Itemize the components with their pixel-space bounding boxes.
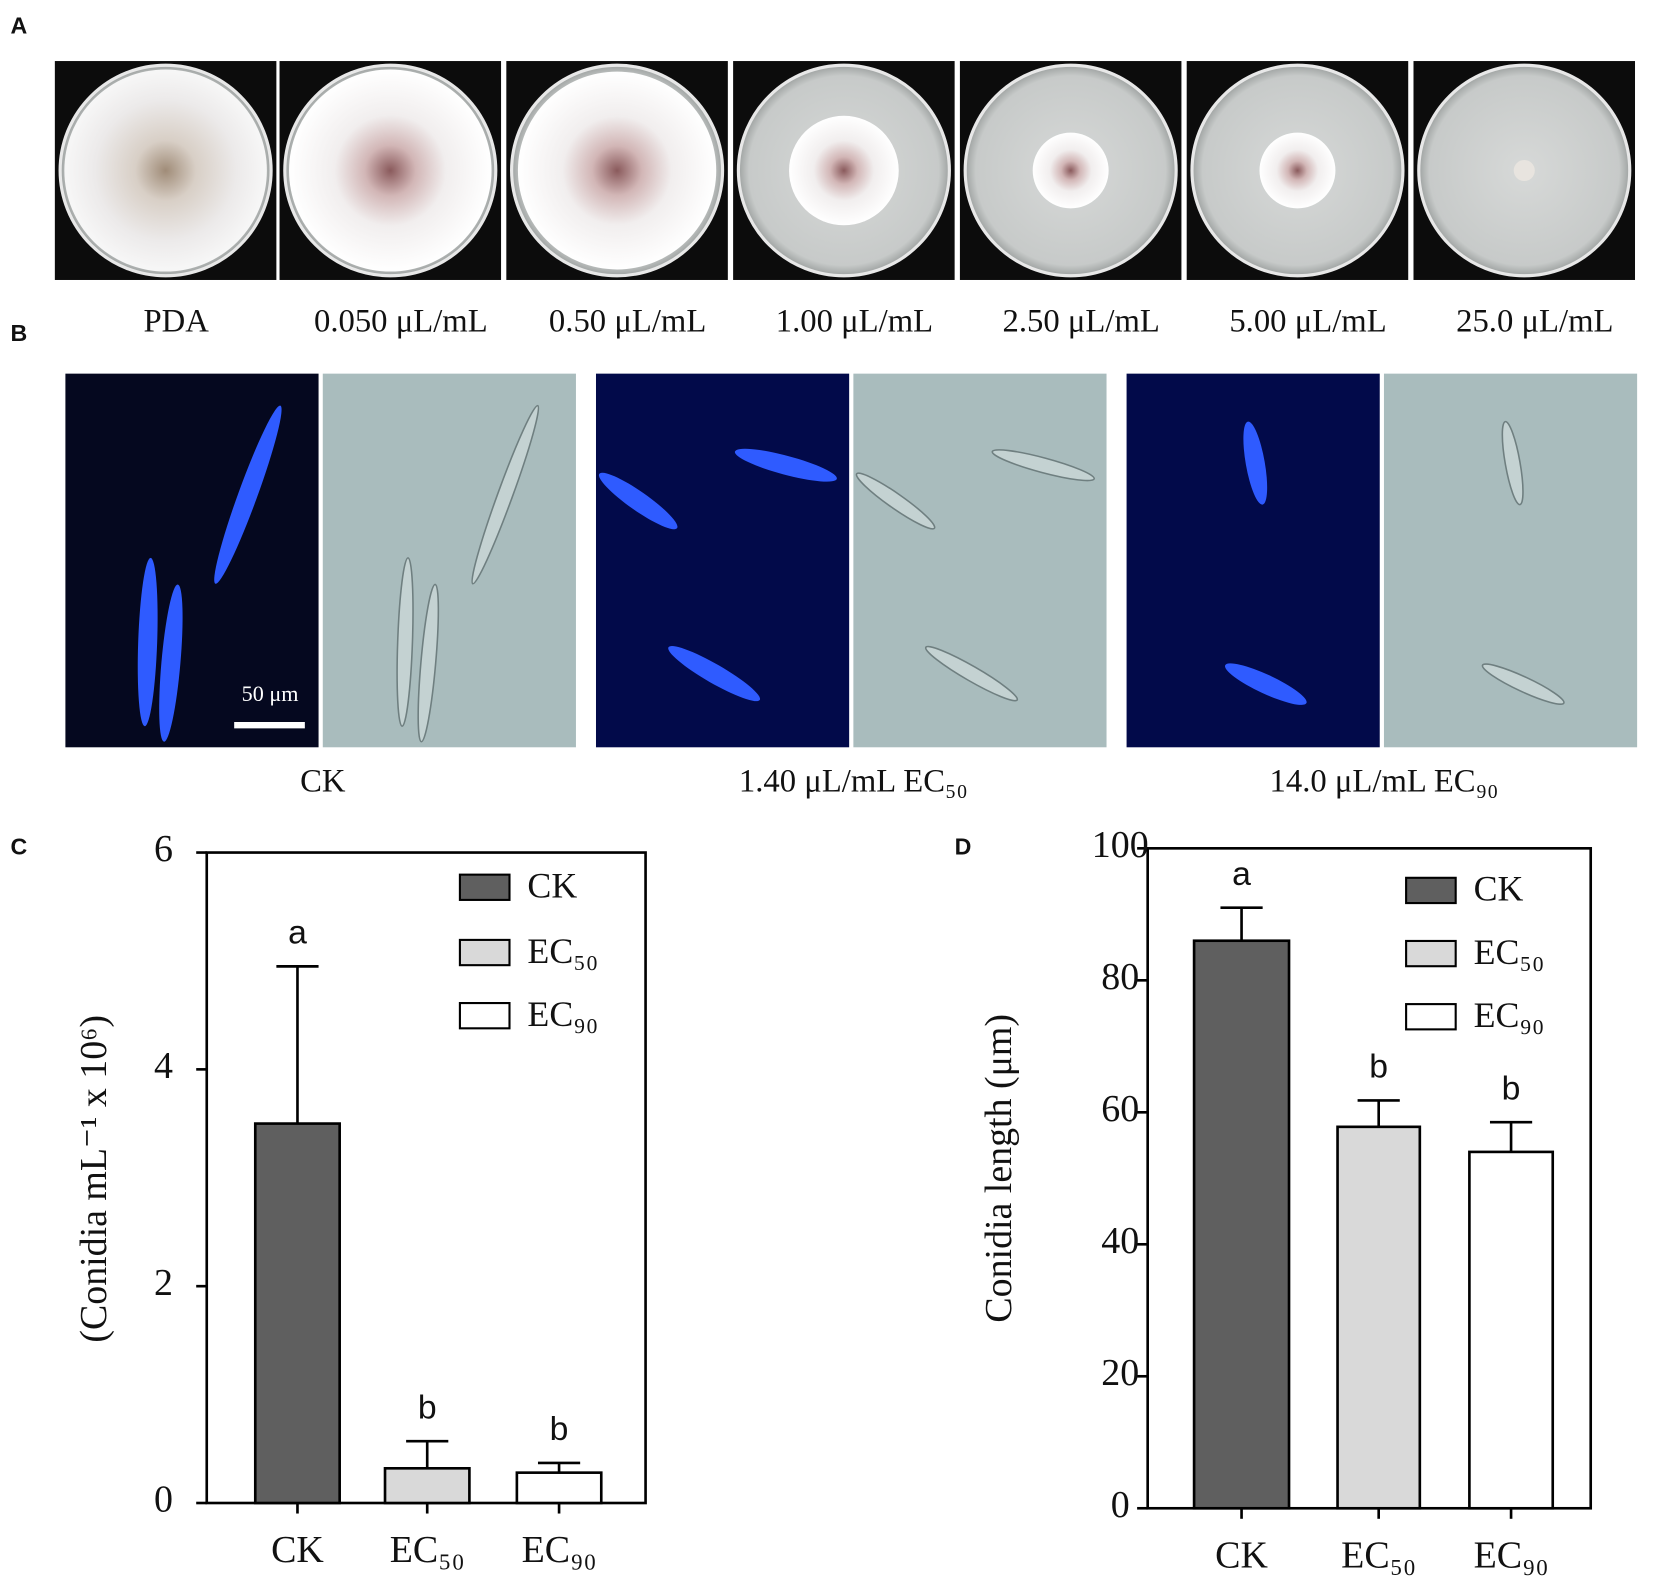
y-tick-label: 100 bbox=[1092, 824, 1149, 866]
panel-a: PDA 0.050 μL/mL 0.50 μL/mL 1.00 μL/mL 2.50 μ… bbox=[54, 61, 1636, 340]
dish-label: PDA bbox=[143, 304, 209, 340]
y-tick-label: 20 bbox=[1101, 1352, 1139, 1394]
x-tick-label: EC₅₀ bbox=[1341, 1535, 1416, 1577]
legend-label: EC₅₀ bbox=[1474, 932, 1545, 972]
y-tick-label: 80 bbox=[1101, 956, 1139, 998]
conidium bbox=[471, 404, 540, 585]
legend-label: CK bbox=[527, 866, 577, 906]
dish-label: 0.050 μL/mL bbox=[314, 304, 488, 340]
y-axis-label: (Conidia mL⁻¹ x 10⁶) bbox=[73, 1015, 115, 1343]
conidium-fluorescent bbox=[137, 557, 158, 727]
y-tick-label: 6 bbox=[154, 828, 173, 870]
dish-label: 1.00 μL/mL bbox=[776, 304, 933, 340]
conidium bbox=[855, 472, 936, 530]
y-tick-label: 2 bbox=[154, 1262, 173, 1304]
y-tick-label: 40 bbox=[1101, 1220, 1139, 1262]
x-tick-label: EC₉₀ bbox=[522, 1529, 597, 1571]
micrograph-label: CK bbox=[300, 764, 346, 800]
bar bbox=[253, 1122, 341, 1505]
x-tick-label: EC₉₀ bbox=[1474, 1535, 1549, 1577]
colony bbox=[1513, 159, 1535, 182]
brightfield-image bbox=[322, 373, 576, 748]
conidium-fluorescent bbox=[159, 584, 183, 742]
conidium bbox=[924, 645, 1019, 702]
x-tick-label: CK bbox=[271, 1529, 324, 1571]
panel-label: B bbox=[11, 320, 28, 346]
colony bbox=[289, 69, 492, 272]
panel-label: C bbox=[11, 833, 28, 859]
significance-letter: b bbox=[1502, 1070, 1521, 1108]
legend-label: CK bbox=[1474, 869, 1524, 909]
legend-label: EC₉₀ bbox=[1474, 995, 1545, 1035]
bar bbox=[383, 1467, 471, 1505]
fluorescence-image bbox=[595, 373, 850, 748]
y-tick-label: 60 bbox=[1101, 1088, 1139, 1130]
legend-swatch bbox=[1405, 939, 1457, 968]
significance-letter: a bbox=[288, 914, 307, 952]
bar bbox=[1336, 1125, 1422, 1510]
conidium-fluorescent bbox=[1224, 663, 1307, 705]
colony bbox=[1032, 132, 1109, 209]
legend-label: EC₉₀ bbox=[527, 994, 598, 1034]
scale-bar-label: 50 μm bbox=[242, 681, 299, 706]
legend-swatch bbox=[1405, 1003, 1457, 1031]
panel-label: A bbox=[11, 13, 28, 39]
x-tick-label: EC₅₀ bbox=[390, 1529, 465, 1571]
legend-swatch bbox=[1405, 876, 1457, 905]
brightfield-image bbox=[853, 373, 1107, 748]
bar bbox=[1192, 939, 1291, 1510]
y-tick-label: 0 bbox=[154, 1479, 173, 1521]
conidium bbox=[396, 557, 414, 727]
conidium bbox=[1481, 663, 1565, 705]
conidium bbox=[991, 449, 1096, 482]
legend-swatch bbox=[458, 1002, 511, 1030]
conidium-fluorescent bbox=[598, 472, 678, 530]
y-tick-label: 0 bbox=[1111, 1484, 1130, 1526]
panel-b: CK 1.40 μL/mL EC₅₀ 14.0 μL/mL EC₉₀ 50 μm bbox=[65, 373, 1638, 800]
bar bbox=[1468, 1150, 1555, 1510]
conidium-fluorescent bbox=[214, 405, 282, 584]
significance-letter: a bbox=[1232, 855, 1251, 893]
significance-letter: b bbox=[550, 1410, 569, 1448]
conidium-fluorescent bbox=[1243, 421, 1268, 505]
y-axis-label: Conidia length (μm) bbox=[978, 1014, 1020, 1323]
colony bbox=[789, 115, 899, 226]
micrograph-label: 14.0 μL/mL EC₉₀ bbox=[1270, 764, 1499, 800]
x-tick-label: CK bbox=[1215, 1535, 1268, 1577]
conidium-fluorescent bbox=[668, 646, 761, 702]
dish-label: 5.00 μL/mL bbox=[1229, 304, 1386, 340]
dish-label: 0.50 μL/mL bbox=[549, 304, 706, 340]
conidium bbox=[1501, 420, 1524, 506]
colony bbox=[1259, 132, 1336, 209]
legend-swatch bbox=[458, 938, 511, 967]
dish-label: 25.0 μL/mL bbox=[1456, 304, 1613, 340]
colony bbox=[64, 69, 267, 272]
panel-label: D bbox=[955, 833, 972, 859]
charts: 0 2 4 6 (Conidia mL⁻¹ x 10⁶) a CK b EC₅₀ b EC₉₀ CK E… bbox=[73, 824, 1593, 1577]
significance-letter: b bbox=[418, 1389, 437, 1427]
significance-letter: b bbox=[1369, 1048, 1388, 1086]
bar bbox=[515, 1471, 603, 1505]
dish-label: 2.50 μL/mL bbox=[1003, 304, 1160, 340]
y-tick-label: 4 bbox=[154, 1045, 173, 1087]
conidium-fluorescent bbox=[734, 448, 837, 482]
legend-label: EC₅₀ bbox=[527, 931, 598, 971]
micrograph-label: 1.40 μL/mL EC₅₀ bbox=[739, 764, 968, 800]
conidium bbox=[417, 583, 440, 743]
legend-swatch bbox=[458, 873, 511, 901]
colony bbox=[517, 71, 717, 270]
